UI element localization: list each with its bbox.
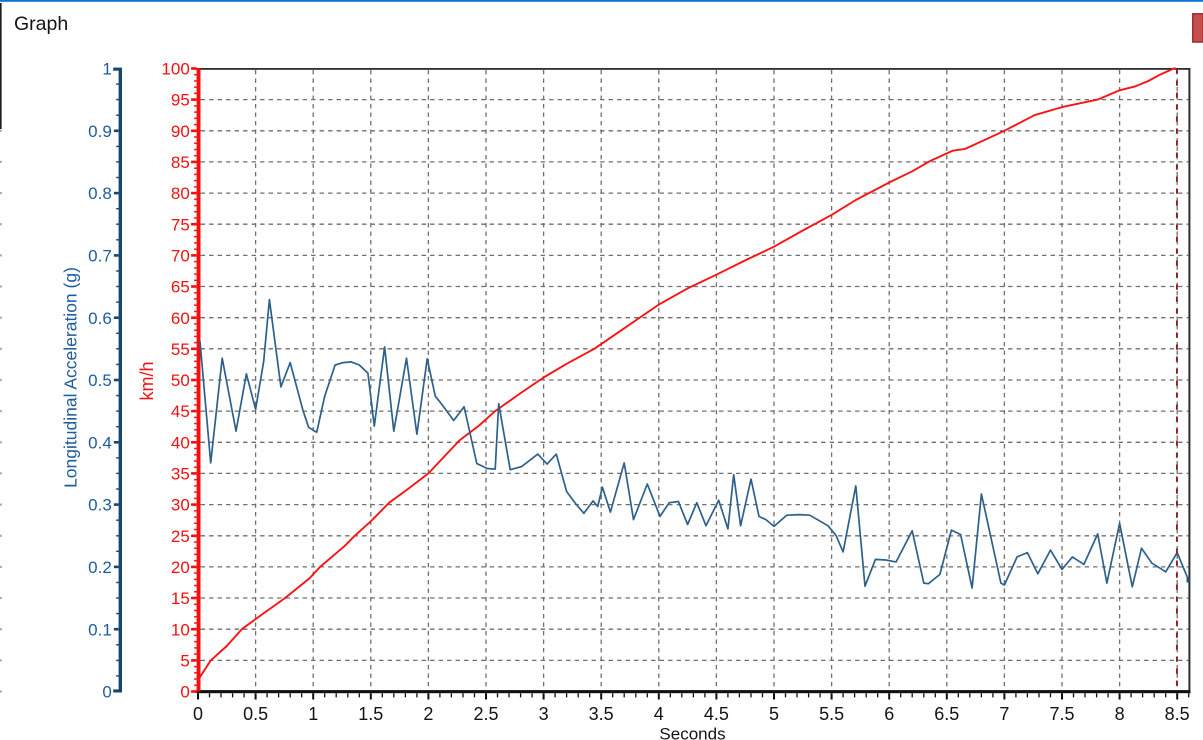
- svg-text:80: 80: [171, 184, 190, 203]
- svg-text:15: 15: [171, 589, 190, 608]
- svg-text:6.5: 6.5: [934, 704, 959, 724]
- svg-text:70: 70: [171, 247, 190, 266]
- svg-text:4.5: 4.5: [704, 704, 729, 724]
- svg-text:30: 30: [171, 496, 190, 515]
- svg-text:0.3: 0.3: [88, 496, 112, 515]
- svg-text:Seconds: Seconds: [659, 725, 725, 740]
- svg-text:0.5: 0.5: [88, 371, 112, 390]
- svg-text:6: 6: [884, 704, 894, 724]
- svg-text:95: 95: [171, 91, 190, 110]
- svg-text:1.5: 1.5: [358, 704, 383, 724]
- svg-text:75: 75: [171, 215, 190, 234]
- svg-text:0.5: 0.5: [243, 704, 268, 724]
- svg-text:2: 2: [423, 704, 433, 724]
- svg-text:45: 45: [171, 402, 190, 421]
- svg-text:8: 8: [1115, 704, 1125, 724]
- svg-text:0.1: 0.1: [88, 620, 112, 639]
- svg-text:0.4: 0.4: [88, 433, 112, 452]
- svg-text:20: 20: [171, 558, 190, 577]
- svg-text:1: 1: [308, 704, 318, 724]
- svg-text:Graph: Graph: [14, 13, 68, 35]
- svg-text:0.8: 0.8: [88, 184, 112, 203]
- svg-text:Longitudinal Acceleration (g): Longitudinal Acceleration (g): [60, 267, 80, 488]
- svg-text:3.5: 3.5: [589, 704, 614, 724]
- svg-text:1: 1: [102, 60, 111, 79]
- svg-text:0.2: 0.2: [88, 558, 112, 577]
- svg-text:50: 50: [171, 371, 190, 390]
- svg-text:5: 5: [769, 704, 779, 724]
- svg-text:km/h: km/h: [137, 361, 157, 400]
- svg-text:0.6: 0.6: [88, 309, 112, 328]
- svg-text:90: 90: [171, 122, 190, 141]
- svg-text:3: 3: [539, 704, 549, 724]
- svg-text:35: 35: [171, 465, 190, 484]
- svg-text:2.5: 2.5: [473, 704, 498, 724]
- svg-text:0: 0: [193, 704, 203, 724]
- svg-text:0.7: 0.7: [88, 247, 112, 266]
- svg-text:60: 60: [171, 309, 190, 328]
- svg-text:65: 65: [171, 278, 190, 297]
- svg-text:55: 55: [171, 340, 190, 359]
- svg-text:4: 4: [654, 704, 664, 724]
- svg-text:25: 25: [171, 527, 190, 546]
- svg-text:8.5: 8.5: [1165, 704, 1190, 724]
- svg-text:7.5: 7.5: [1049, 704, 1074, 724]
- svg-text:5: 5: [180, 652, 189, 671]
- svg-text:5.5: 5.5: [819, 704, 844, 724]
- svg-text:0: 0: [102, 683, 111, 702]
- svg-text:7: 7: [999, 704, 1009, 724]
- svg-text:0.9: 0.9: [88, 122, 112, 141]
- svg-text:10: 10: [171, 620, 190, 639]
- svg-text:85: 85: [171, 153, 190, 172]
- svg-text:40: 40: [171, 433, 190, 452]
- svg-text:100: 100: [161, 60, 189, 79]
- svg-text:0: 0: [180, 683, 189, 702]
